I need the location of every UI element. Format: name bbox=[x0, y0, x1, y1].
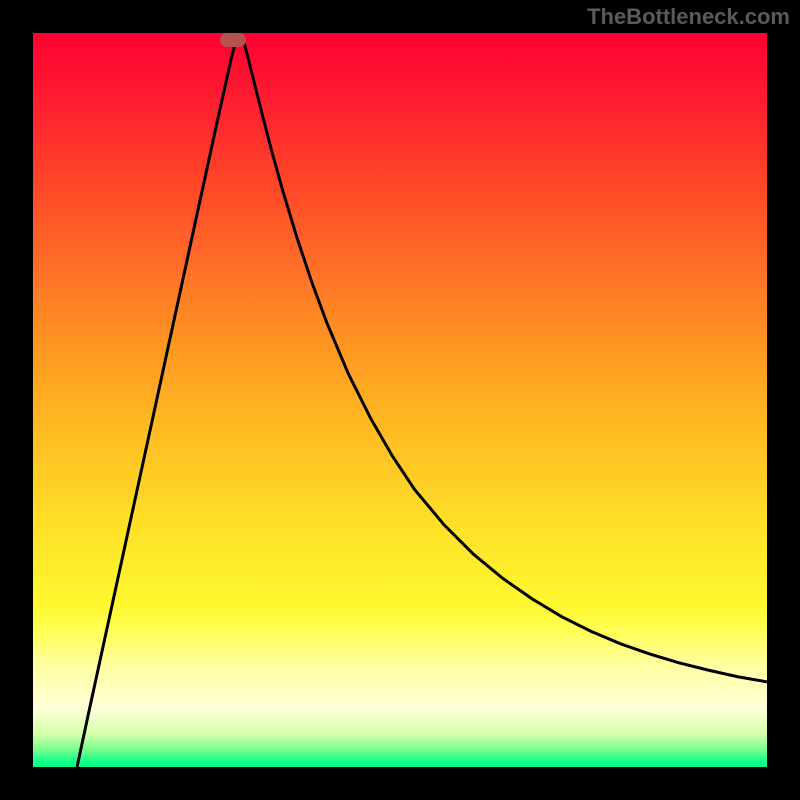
bottleneck-curve bbox=[33, 33, 767, 767]
minimum-marker bbox=[220, 33, 246, 47]
plot-area bbox=[33, 33, 767, 767]
watermark-text: TheBottleneck.com bbox=[587, 4, 790, 30]
